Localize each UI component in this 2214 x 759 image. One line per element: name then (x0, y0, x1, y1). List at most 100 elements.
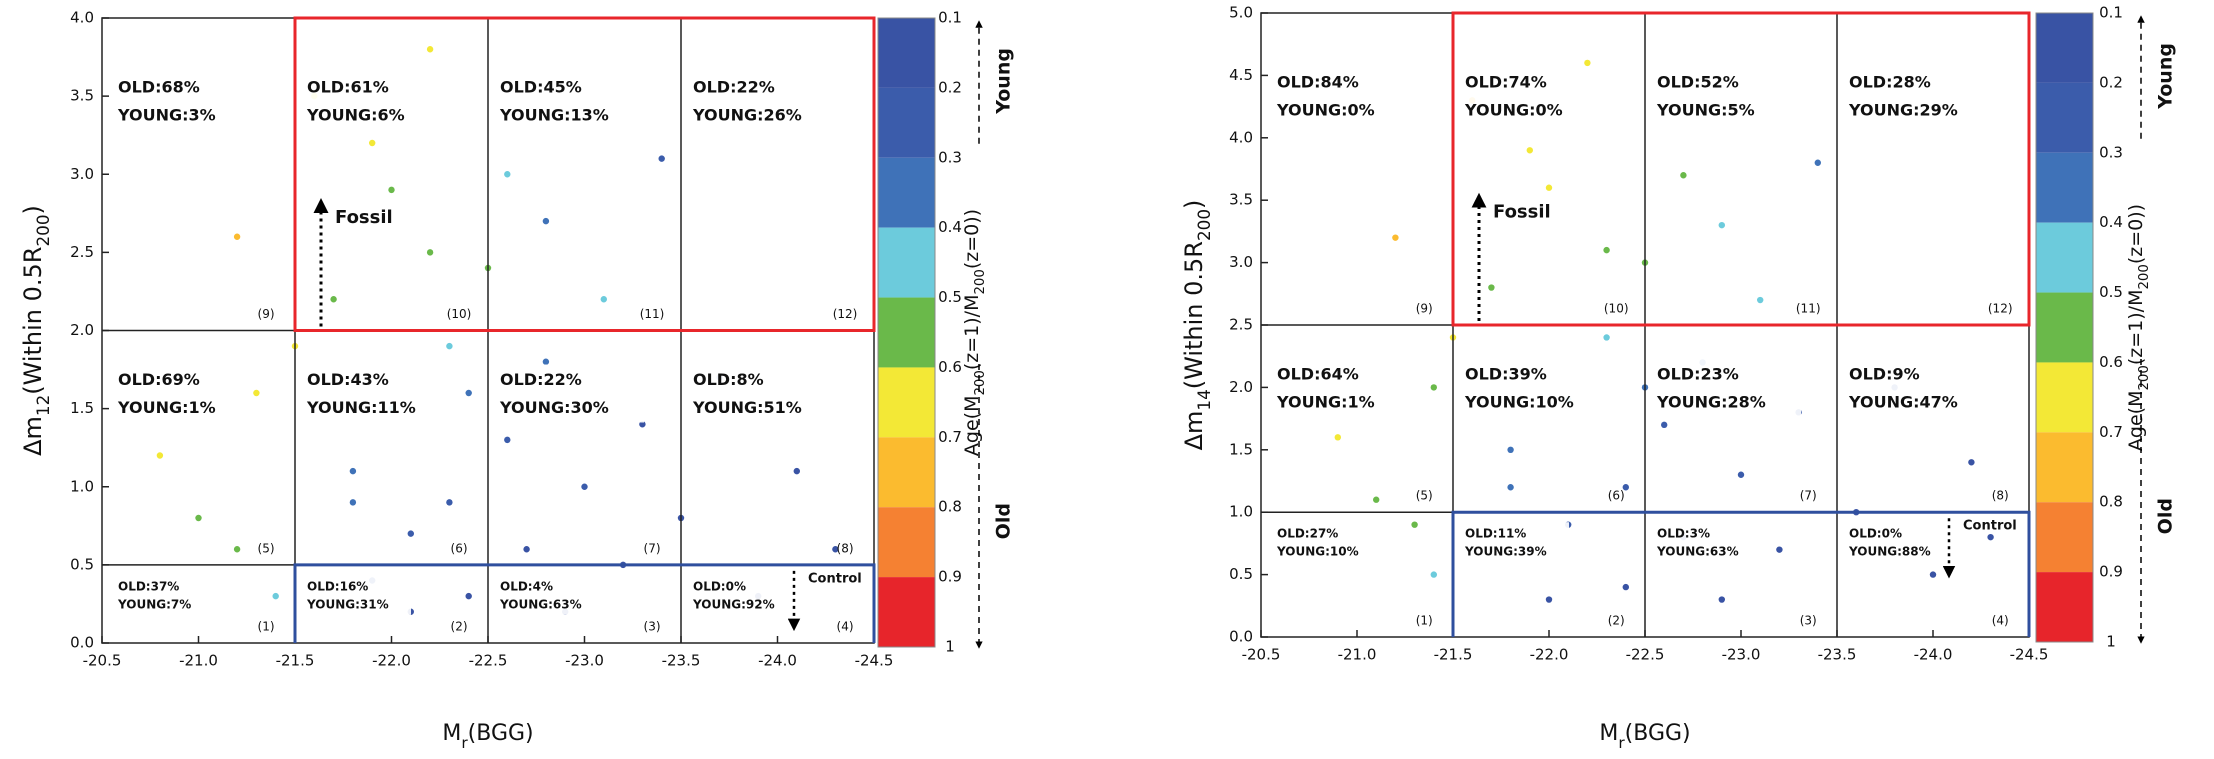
y-tick-label: 3.0 (70, 165, 94, 183)
cell-young: YOUNG:5% (1656, 101, 1755, 120)
x-tick-label: -23.5 (662, 652, 701, 670)
x-tick-label: -23.5 (1818, 646, 1857, 664)
point (542, 217, 550, 225)
x-tick-label: -22.0 (1530, 646, 1569, 664)
point (793, 467, 800, 475)
cell-young: YOUNG:10% (1276, 545, 1359, 559)
colorbar-tick-label: 0.9 (2099, 563, 2123, 581)
point (1373, 496, 1380, 503)
fossil-boundary (1451, 11, 2031, 327)
cell-number: (4) (837, 620, 854, 634)
y-axis-title-part: (Within 0.5R (1180, 241, 1208, 389)
x-tick-label: -20.5 (1242, 646, 1281, 664)
cell-old: OLD:22% (693, 78, 775, 97)
y-tick-label: 2.0 (1229, 378, 1253, 396)
colorbar-band (2036, 222, 2093, 293)
cell-label-box (1843, 359, 1993, 417)
cell-label-box (494, 364, 644, 423)
colorbar-band (878, 367, 935, 438)
cell-young: YOUNG:63% (1656, 545, 1739, 559)
point (446, 342, 453, 350)
point (1526, 147, 1534, 154)
cell-young: YOUNG:0% (1276, 101, 1375, 120)
point (1622, 484, 1630, 491)
cell-label-box (1651, 359, 1801, 417)
cell-old: OLD:3% (1657, 527, 1710, 541)
y-tick-label: 0.0 (1229, 628, 1253, 646)
colorbar-tick-label: 0.6 (938, 358, 962, 376)
fossil-boundary (293, 16, 876, 332)
point (1661, 421, 1668, 429)
cell-number: (8) (1992, 489, 2009, 503)
cell-old: OLD:0% (693, 579, 746, 593)
old-label: Old (2155, 498, 2177, 534)
point (1545, 184, 1553, 191)
control-label: Control (1963, 519, 2017, 534)
colorbar-band (2036, 13, 2093, 83)
x-tick-label: -24.0 (1914, 646, 1953, 664)
colorbar-tick-label: 0.6 (2099, 353, 2123, 371)
y-tick-label: 1.5 (1229, 440, 1253, 458)
cell-number: (6) (1608, 489, 1625, 503)
colorbar-band (878, 18, 935, 88)
point (1718, 596, 1726, 603)
x-tick-label: -20.5 (83, 652, 122, 670)
colorbar-tick-label: 0.1 (2099, 4, 2123, 22)
cell-old: OLD:9% (1849, 365, 1920, 384)
point (1430, 571, 1438, 578)
x-tick-label: -22.5 (1626, 646, 1665, 664)
point (1757, 296, 1764, 304)
cell-young: YOUNG:13% (499, 106, 609, 125)
cell-young: YOUNG:29% (1848, 101, 1958, 120)
cell-number: (10) (447, 307, 472, 321)
colorbar-title-part: Age(M (2125, 391, 2147, 452)
point (233, 233, 241, 240)
colorbar-tick-label: 0.3 (938, 148, 962, 166)
cell-label-box (687, 72, 837, 130)
cell-young: YOUNG:47% (1848, 393, 1958, 412)
control-boundary (293, 563, 876, 643)
cell-number: (5) (1416, 489, 1433, 503)
y-tick-label: 2.5 (1229, 316, 1253, 334)
point (1603, 334, 1610, 341)
x-tick-label: -23.0 (565, 652, 604, 670)
y-tick-label: 3.0 (1229, 253, 1253, 271)
colorbar-title-part: (z=1)/M (2125, 290, 2147, 366)
cell-old: OLD:28% (1849, 73, 1931, 92)
cell-old: OLD:22% (500, 370, 582, 389)
x-axis-title-part: (BGG) (468, 721, 534, 746)
cell-old: OLD:69% (118, 370, 200, 389)
colorbar-band (878, 87, 935, 158)
cell-label-box (1843, 522, 1953, 563)
cell-young: YOUNG:3% (117, 106, 216, 125)
point (369, 139, 376, 147)
y-tick-label: 0.5 (1229, 565, 1253, 583)
colorbar-band (2036, 502, 2093, 573)
y-tick-label: 4.0 (1229, 128, 1253, 146)
colorbar-band (878, 577, 935, 647)
point (581, 483, 588, 490)
point (330, 296, 337, 303)
point (465, 389, 472, 397)
colorbar-band (2036, 82, 2093, 153)
x-tick-label: -21.0 (1338, 646, 1377, 664)
cell-number: (9) (258, 307, 275, 321)
colorbar-tick-label: 0.5 (938, 288, 962, 306)
colorbar-frame (877, 17, 936, 648)
cell-label-box (1651, 67, 1801, 125)
point (542, 358, 550, 365)
colorbar-title-part: 200 (2137, 264, 2152, 289)
point (1603, 246, 1610, 254)
colorbar-tick-label: 0.2 (2099, 73, 2123, 91)
colorbar-band (2036, 572, 2093, 642)
point (1776, 546, 1783, 553)
colorbar-title: Age(M200(z=1)/M200(z=0)) (961, 209, 988, 456)
cell-old: OLD:23% (1657, 365, 1739, 384)
cell-old: OLD:43% (307, 370, 389, 389)
point (1334, 434, 1342, 441)
cell-old: OLD:11% (1465, 527, 1526, 541)
colorbar-tick-label: 1 (2106, 633, 2116, 651)
cell-label-box (494, 72, 644, 130)
cell-label-box (1651, 522, 1761, 563)
